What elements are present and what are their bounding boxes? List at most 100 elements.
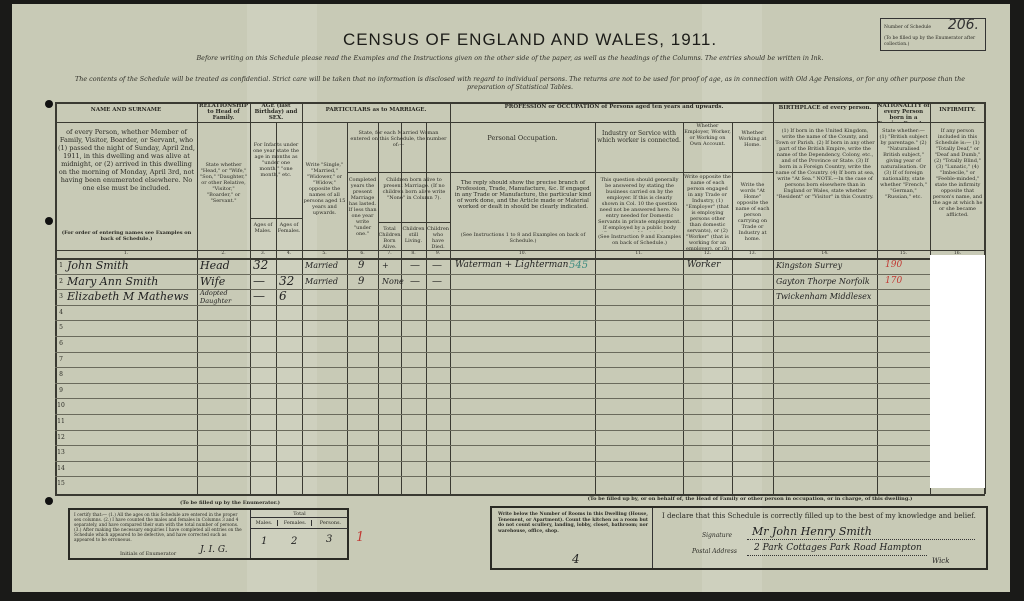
- enumerator-heading: (To be filled up by the Enumerator.): [179, 500, 281, 506]
- header-children-living: Children still Living.: [402, 226, 425, 244]
- column-number: 2.: [221, 251, 226, 256]
- grid-line: [250, 218, 302, 219]
- column-number: 12.: [703, 251, 712, 256]
- cell-children-born: +: [382, 261, 389, 270]
- grid-line: [55, 476, 985, 477]
- grid-line: [302, 102, 303, 494]
- grid-line: [378, 122, 379, 494]
- grid-line: [55, 102, 57, 494]
- header-age-body: For Infants under one year state the age…: [253, 142, 299, 178]
- column-number: 11.: [635, 251, 643, 256]
- cell-person-name: Mary Ann Smith: [67, 274, 159, 288]
- cell-birthplace-code: 170: [885, 275, 903, 286]
- header-marriage: PARTICULARS as to MARRIAGE.: [325, 107, 427, 113]
- header-children-total: Total Children Born Alive.: [378, 226, 401, 250]
- row-number: 4: [59, 308, 63, 316]
- grid-line: [683, 122, 684, 494]
- header-children: Children born alive to present Marriage.…: [382, 177, 446, 201]
- header-industry-body: This question should generally be answer…: [598, 177, 681, 232]
- red-tally-mark: 1: [356, 530, 365, 545]
- column-number: 9.: [435, 251, 441, 256]
- header-relationship-body: State whether "Head," or "Wife," "Son," …: [199, 162, 248, 204]
- cell-children-died: —: [432, 275, 442, 287]
- cell-male-age: 32: [253, 258, 269, 272]
- grid-line: [347, 122, 348, 494]
- header-personal-body: The reply should show the precise branch…: [454, 180, 592, 210]
- row-number: 9: [59, 386, 63, 394]
- header-infirmity: INFIRMITY.: [939, 107, 976, 113]
- grid-line: [55, 460, 985, 462]
- grid-line: [773, 102, 774, 494]
- header-infirmity-body: If any person included in this Schedule …: [932, 128, 983, 218]
- grid-line: [55, 414, 985, 415]
- cell-personal-occupation: Waterman + Lighterman: [455, 260, 569, 270]
- schedule-note: (To be filled up by the Enumerator after…: [884, 36, 976, 47]
- column-number: 16.: [953, 251, 962, 256]
- punch-hole: [45, 100, 53, 108]
- header-personal-note: (See Instructions 1 to 8 and Examples on…: [460, 232, 586, 244]
- header-name-body: of every Person, whether Member of Famil…: [58, 128, 195, 192]
- header-nationality-body: State whether:— (1) "British subject by …: [879, 128, 928, 200]
- females-label: Females.: [277, 520, 312, 526]
- grid-line: [595, 122, 596, 494]
- cell-children-died: —: [432, 260, 442, 271]
- cell-marriage-years: 9: [358, 275, 365, 287]
- grid-line: [55, 336, 985, 337]
- males-label: Males.: [255, 520, 273, 526]
- cell-person-name: John Smith: [67, 259, 129, 272]
- signature-label: Signature: [702, 532, 733, 539]
- column-number: 14.: [821, 251, 829, 256]
- cell-children-born: None: [382, 276, 404, 286]
- cell-marital-condition: Married: [305, 261, 339, 270]
- grid-line: [197, 102, 198, 494]
- column-number: 3.: [260, 251, 266, 256]
- cell-male-age: —: [253, 289, 265, 304]
- row-number: 15: [57, 480, 65, 488]
- header-home: Whether Working at Home.: [738, 130, 767, 148]
- grid-line: [55, 351, 985, 353]
- row-number: 2: [59, 277, 63, 285]
- cell-occupation-code: 545: [569, 260, 589, 271]
- total-females: 2: [291, 536, 298, 547]
- enumerator-certify: I certify that:— (1.) All the ages on th…: [74, 513, 242, 543]
- grid-line: [55, 258, 985, 260]
- header-children-died: Children who have Died.: [426, 226, 449, 250]
- enumerator-box: I certify that:— (1.) All the ages on th…: [68, 508, 349, 560]
- header-nationality: NATIONALITY of every Person born in a Fo…: [877, 103, 930, 122]
- form-title: CENSUS OF ENGLAND AND WALES, 1911.: [342, 30, 718, 49]
- header-females: Ages of Females.: [277, 222, 301, 234]
- row-number: 8: [59, 371, 63, 379]
- row-number: 11: [57, 418, 65, 425]
- cell-person-name: Elizabeth M Mathews: [67, 290, 189, 304]
- address-label: Postal Address: [692, 548, 737, 555]
- column-number: 5.: [322, 251, 327, 256]
- column-number: 10.: [518, 251, 527, 256]
- cell-relationship: Adopted Daughter: [200, 289, 232, 305]
- cell-relationship: Wife: [200, 274, 226, 288]
- cell-birthplace: Kingston Surrey: [776, 261, 843, 270]
- grid-line: [55, 304, 985, 306]
- postal-address: 2 Park Cottages Park Road Hampton: [754, 543, 922, 553]
- grid-line: [55, 445, 985, 446]
- header-name: NAME AND SURNAME: [90, 107, 162, 113]
- cell-employment-status: Worker: [687, 260, 721, 270]
- column-number: 7.: [387, 251, 392, 256]
- grid-line: [55, 320, 985, 321]
- grid-line: [55, 398, 985, 399]
- instruction-confidential: The contents of the Schedule will be tre…: [74, 75, 965, 91]
- signature: Mr John Henry Smith: [752, 525, 872, 538]
- schedule-label: Number of Schedule: [884, 25, 932, 30]
- column-number: 15.: [899, 251, 908, 256]
- row-number: 14: [57, 464, 65, 472]
- header-married-woman: State, for each Married Woman entered on…: [350, 130, 447, 148]
- header-relationship: RELATIONSHIP to Head of Family.: [199, 103, 248, 121]
- cell-birthplace: Gayton Thorpe Norfolk: [776, 276, 870, 286]
- header-birthplace: BIRTHPLACE of every person.: [778, 105, 872, 111]
- header-age: AGE (last Birthday) and SEX.: [254, 103, 298, 121]
- header-employer-body: Write opposite the name of each person e…: [684, 174, 731, 250]
- row-number: 6: [59, 340, 63, 347]
- grid-line: [55, 102, 985, 104]
- column-number: 13.: [748, 251, 757, 256]
- postal-address-line2: Wick: [932, 557, 950, 565]
- initials-label: Initials of Enumerator: [120, 551, 177, 557]
